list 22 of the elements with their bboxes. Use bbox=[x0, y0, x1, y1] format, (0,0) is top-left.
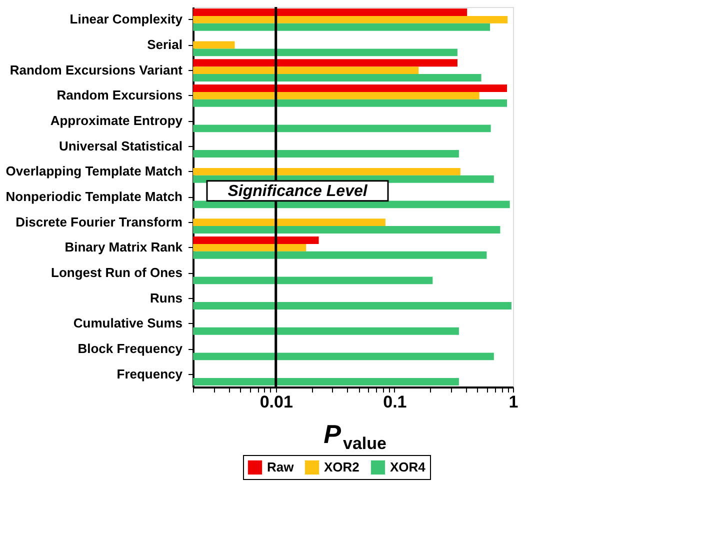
y-tick-label: Universal Statistical bbox=[58, 138, 182, 154]
x-tick-label: 0.01 bbox=[260, 392, 293, 412]
legend-label: XOR2 bbox=[324, 459, 360, 474]
y-tick-label: Linear Complexity bbox=[70, 12, 184, 27]
y-tick-label: Nonperiodic Template Match bbox=[6, 189, 183, 204]
y-tick-label: Random Excursions bbox=[56, 88, 182, 103]
y-tick-label: Serial bbox=[147, 37, 182, 52]
y-tick-label: Binary Matrix Rank bbox=[64, 240, 184, 255]
y-tick-label: Frequency bbox=[116, 366, 184, 382]
y-tick-label: Overlapping Template Match bbox=[6, 164, 183, 179]
y-tick-label: Longest Run of Ones bbox=[51, 265, 182, 280]
x-tick-label: 1 bbox=[508, 392, 518, 412]
y-tick-label: Runs bbox=[150, 290, 182, 306]
ref-line-label: Significance Level bbox=[228, 182, 368, 200]
legend-label: Raw bbox=[267, 459, 295, 474]
x-tick-label: 0.1 bbox=[383, 392, 407, 412]
y-tick-label: Cumulative Sums bbox=[73, 316, 182, 331]
y-tick-label: Block Frequency bbox=[78, 341, 184, 356]
legend-label: XOR4 bbox=[390, 459, 426, 474]
y-tick-label: Random Excursions Variant bbox=[10, 62, 184, 78]
y-tick-label: Approximate Entropy bbox=[50, 113, 184, 128]
y-tick-label: Discrete Fourier Transform bbox=[16, 214, 182, 230]
